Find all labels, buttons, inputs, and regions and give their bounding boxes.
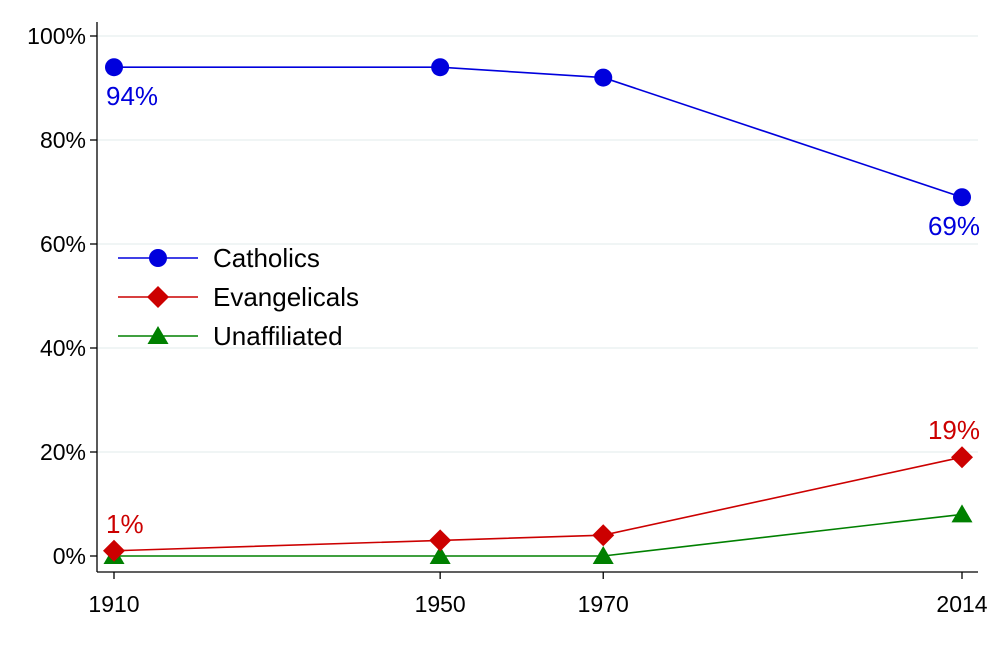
x-tick-label: 2014 [936,591,987,617]
data-point-catholics-1970 [594,68,613,87]
data-label-catholics: 69% [928,211,980,241]
data-label-evangelicals: 19% [928,415,980,445]
y-tick-label: 60% [40,231,86,257]
y-tick-label: 20% [40,439,86,465]
y-tick-label: 80% [40,127,86,153]
data-label-evangelicals: 1% [106,509,144,539]
x-tick-label: 1970 [578,591,629,617]
legend-label-evangelicals: Evangelicals [213,282,359,312]
legend: Catholics Evangelicals Unaffiliated [118,243,359,351]
series-line-evangelicals [113,456,963,552]
legend-label-catholics: Catholics [213,243,320,273]
y-tick-label: 100% [27,23,86,49]
x-tick-label: 1950 [415,591,466,617]
legend-marker-unaffiliated [147,326,169,344]
legend-marker-catholics [149,249,167,267]
grid-lines [97,35,978,453]
data-point-evangelicals-1910 [103,539,125,562]
data-point-catholics-1950 [431,58,450,77]
x-tick-label: 1910 [88,591,139,617]
data-label-catholics: 94% [106,81,158,111]
legend-marker-evangelicals [147,286,169,308]
data-labels: 94% 69% 1% 19% [106,81,980,539]
data-point-evangelicals-2014 [951,446,973,469]
legend-label-unaffiliated: Unaffiliated [213,321,343,351]
data-point-catholics-2014 [953,188,971,207]
data-point-unaffiliated-1970 [592,546,614,564]
axes: 0% 20% 40% 60% 80% 100% 1910 1950 1970 2014 [27,22,988,617]
series-line-catholics [114,66,963,198]
y-tick-label: 40% [40,335,86,361]
data-point-catholics-1910 [105,58,123,77]
y-tick-label: 0% [53,543,86,569]
data-point-evangelicals-1950 [429,529,452,552]
data-point-unaffiliated-2014 [951,504,973,523]
data-point-unaffiliated-1950 [429,546,451,564]
series [103,58,973,564]
data-point-evangelicals-1970 [592,524,615,547]
series-line-unaffiliated [114,513,963,557]
